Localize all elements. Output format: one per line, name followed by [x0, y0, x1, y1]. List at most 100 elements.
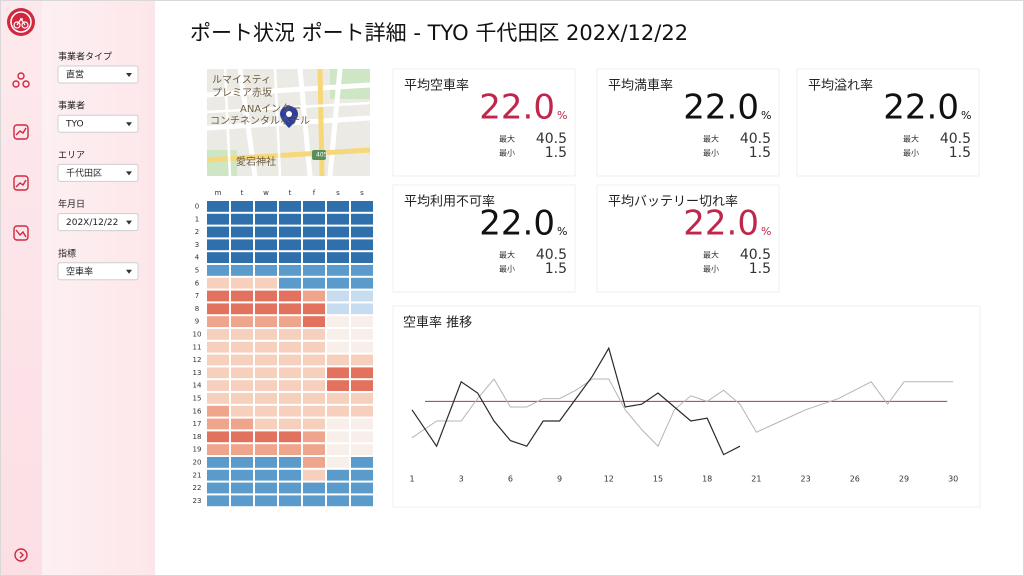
- heat-cell: [207, 495, 229, 507]
- heat-cell: [207, 303, 229, 315]
- kpi-max: 40.5: [740, 131, 771, 147]
- heat-cell: [207, 239, 229, 251]
- card-background: [596, 68, 780, 177]
- heat-cell: [303, 380, 325, 391]
- heat-cell: [327, 354, 349, 366]
- filter-select[interactable]: 空車率: [57, 262, 139, 281]
- heat-cell: [231, 239, 253, 251]
- column-label: f: [313, 189, 316, 197]
- heat-cell: [279, 329, 301, 340]
- kpi-min-label: 最小: [499, 149, 515, 158]
- heat-cell: [303, 226, 325, 238]
- row-label: 22: [193, 484, 202, 492]
- nav-ports[interactable]: [12, 72, 30, 88]
- heat-cell: [255, 431, 277, 443]
- heat-cell: [303, 457, 325, 468]
- x-tick-label: 29: [899, 475, 909, 484]
- heat-cell: [351, 303, 373, 315]
- kpi-max: 40.5: [536, 131, 567, 147]
- heat-cell: [207, 457, 229, 468]
- nav-growth[interactable]: [13, 175, 29, 191]
- heat-cell: [279, 431, 301, 443]
- heat-cell: [351, 213, 373, 225]
- kpi-max: 40.5: [536, 247, 567, 263]
- heat-cell: [351, 405, 373, 417]
- row-label: 5: [195, 267, 199, 275]
- heat-cell: [255, 239, 277, 251]
- row-label: 13: [193, 369, 202, 377]
- heat-cell: [279, 226, 301, 238]
- heat-cell: [207, 469, 229, 481]
- heat-cell: [207, 393, 229, 404]
- heat-cell: [303, 431, 325, 443]
- select-value: 直営: [66, 69, 84, 81]
- heat-cell: [255, 393, 277, 404]
- kpi-title: 平均利用不可率: [404, 195, 495, 210]
- row-label: 4: [195, 254, 200, 262]
- heat-cell: [351, 226, 373, 238]
- heat-cell: [351, 239, 373, 251]
- filter-select[interactable]: 千代田区: [57, 163, 139, 182]
- heat-cell: [279, 457, 301, 468]
- column-label: s: [360, 189, 364, 197]
- heat-cell: [207, 226, 229, 238]
- row-label: 6: [195, 279, 200, 287]
- heat-cell: [255, 457, 277, 468]
- select-value: 千代田区: [66, 168, 102, 179]
- kpi-value: 22.0: [479, 204, 555, 244]
- row-label: 11: [193, 343, 202, 351]
- heat-cell: [279, 380, 301, 391]
- heat-cell: [327, 265, 349, 276]
- filter-select[interactable]: 202X/12/22: [57, 213, 139, 232]
- kpi-max-label: 最大: [499, 134, 515, 144]
- map-label: コンチネンタルホテル: [210, 115, 310, 127]
- heat-cell: [303, 405, 325, 417]
- heat-cell: [279, 277, 301, 289]
- select-box[interactable]: [57, 213, 139, 232]
- heat-cell: [351, 431, 373, 443]
- heat-cell: [303, 277, 325, 289]
- select-box[interactable]: [57, 262, 139, 281]
- heat-cell: [351, 469, 373, 481]
- heat-cell: [279, 265, 301, 276]
- row-label: 20: [193, 459, 202, 467]
- heat-cell: [255, 444, 277, 455]
- chart-title: 空車率 推移: [403, 316, 472, 331]
- heat-cell: [279, 469, 301, 481]
- heat-cell: [279, 482, 301, 494]
- heat-cell: [279, 418, 301, 430]
- heat-cell: [255, 367, 277, 379]
- heat-cell: [327, 290, 349, 302]
- heat-cell: [351, 444, 373, 455]
- heat-cell: [207, 213, 229, 225]
- expand-button[interactable]: [14, 548, 28, 562]
- heat-cell: [351, 290, 373, 302]
- select-box[interactable]: [57, 163, 139, 182]
- heat-cell: [327, 329, 349, 340]
- nav-decline[interactable]: [13, 225, 29, 241]
- heat-cell: [327, 277, 349, 289]
- heat-cell: [279, 367, 301, 379]
- filter-select[interactable]: 直営: [57, 65, 139, 84]
- heat-cell: [207, 380, 229, 391]
- select-value: 空車率: [66, 265, 93, 277]
- row-label: 9: [195, 318, 199, 326]
- x-tick-label: 3: [459, 475, 464, 484]
- heat-cell: [327, 393, 349, 404]
- select-box[interactable]: [57, 114, 139, 133]
- heat-cell: [303, 239, 325, 251]
- heat-cell: [303, 303, 325, 315]
- heat-cell: [279, 252, 301, 263]
- kpi-min: 1.5: [545, 261, 567, 277]
- nav-trend[interactable]: [13, 124, 29, 140]
- heat-cell: [303, 469, 325, 481]
- kpi-unit: %: [961, 109, 971, 122]
- heat-cell: [303, 341, 325, 353]
- heat-cell: [351, 329, 373, 340]
- heat-cell: [231, 380, 253, 391]
- logo[interactable]: [7, 8, 35, 36]
- heat-cell: [303, 418, 325, 430]
- select-box[interactable]: [57, 65, 139, 84]
- filter-select[interactable]: TYO: [57, 114, 139, 133]
- heat-cell: [207, 444, 229, 455]
